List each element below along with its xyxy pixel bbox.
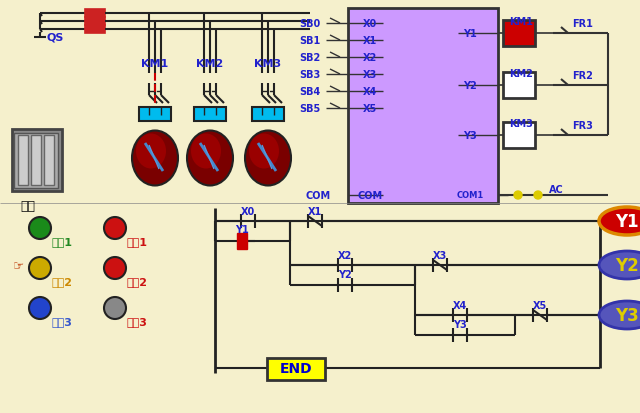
Text: SB5: SB5 bbox=[300, 104, 321, 114]
Text: FR1: FR1 bbox=[573, 19, 593, 29]
Text: X1: X1 bbox=[308, 206, 322, 216]
Text: Y2: Y2 bbox=[338, 269, 352, 279]
Bar bbox=[503, 21, 535, 47]
Text: FR2: FR2 bbox=[573, 71, 593, 81]
Text: X2: X2 bbox=[363, 53, 377, 63]
Ellipse shape bbox=[104, 257, 126, 279]
Ellipse shape bbox=[191, 134, 221, 169]
Text: SB4: SB4 bbox=[300, 87, 321, 97]
Text: X0: X0 bbox=[241, 206, 255, 216]
Ellipse shape bbox=[599, 252, 640, 279]
Bar bbox=[14, 134, 58, 189]
Ellipse shape bbox=[29, 257, 51, 279]
Bar bbox=[44, 136, 54, 185]
Bar bbox=[12, 130, 62, 192]
Text: Y2: Y2 bbox=[615, 256, 639, 274]
Bar bbox=[503, 123, 535, 149]
Bar bbox=[85, 26, 105, 34]
Text: KM2: KM2 bbox=[509, 69, 533, 79]
Bar bbox=[267, 358, 325, 380]
Bar bbox=[85, 18, 105, 26]
Bar bbox=[139, 108, 171, 122]
Text: 电源: 电源 bbox=[20, 199, 35, 212]
Text: KM1: KM1 bbox=[141, 59, 168, 69]
Bar bbox=[31, 136, 41, 185]
Text: 启动2: 启动2 bbox=[51, 276, 72, 286]
Text: Y1: Y1 bbox=[615, 212, 639, 230]
Text: X4: X4 bbox=[363, 87, 377, 97]
Text: Y2: Y2 bbox=[463, 81, 477, 91]
Text: Y3: Y3 bbox=[615, 306, 639, 324]
Ellipse shape bbox=[29, 218, 51, 240]
Ellipse shape bbox=[104, 218, 126, 240]
Text: COM: COM bbox=[305, 190, 331, 201]
Text: COM: COM bbox=[357, 190, 383, 201]
Ellipse shape bbox=[599, 301, 640, 329]
Text: SB2: SB2 bbox=[300, 53, 321, 63]
Ellipse shape bbox=[132, 131, 178, 186]
Text: 停止2: 停止2 bbox=[127, 276, 147, 286]
Bar bbox=[348, 9, 498, 204]
Text: END: END bbox=[280, 361, 312, 375]
Text: FR3: FR3 bbox=[573, 121, 593, 131]
Text: QS: QS bbox=[46, 33, 64, 43]
Circle shape bbox=[534, 192, 542, 199]
Text: X3: X3 bbox=[433, 250, 447, 260]
Text: KM3: KM3 bbox=[509, 119, 533, 129]
Ellipse shape bbox=[104, 297, 126, 319]
Text: SB0: SB0 bbox=[300, 19, 321, 29]
Text: 启动1: 启动1 bbox=[51, 236, 72, 247]
Text: KM3: KM3 bbox=[255, 59, 282, 69]
Bar bbox=[194, 108, 226, 122]
Text: X3: X3 bbox=[363, 70, 377, 80]
Text: 停止3: 停止3 bbox=[127, 316, 147, 326]
Text: Y1: Y1 bbox=[463, 29, 477, 39]
Text: 启动3: 启动3 bbox=[52, 316, 72, 326]
Text: X1: X1 bbox=[363, 36, 377, 46]
Ellipse shape bbox=[245, 131, 291, 186]
Circle shape bbox=[514, 192, 522, 199]
Ellipse shape bbox=[249, 134, 279, 169]
Text: KM1: KM1 bbox=[509, 17, 533, 27]
Text: SB1: SB1 bbox=[300, 36, 321, 46]
Ellipse shape bbox=[29, 297, 51, 319]
Text: Y3: Y3 bbox=[453, 319, 467, 329]
Text: Y3: Y3 bbox=[463, 131, 477, 141]
Text: X0: X0 bbox=[363, 19, 377, 29]
Bar bbox=[18, 136, 28, 185]
Text: X4: X4 bbox=[453, 300, 467, 310]
Text: ☞: ☞ bbox=[12, 260, 24, 273]
Text: SB3: SB3 bbox=[300, 70, 321, 80]
Ellipse shape bbox=[136, 134, 166, 169]
Ellipse shape bbox=[187, 131, 233, 186]
Bar bbox=[252, 108, 284, 122]
Text: Y1: Y1 bbox=[235, 224, 249, 235]
Bar bbox=[85, 10, 105, 18]
Text: X5: X5 bbox=[363, 104, 377, 114]
Text: COM1: COM1 bbox=[456, 191, 484, 200]
Text: 停止1: 停止1 bbox=[127, 236, 147, 247]
Ellipse shape bbox=[599, 207, 640, 235]
Text: AC: AC bbox=[548, 185, 563, 195]
Bar bbox=[237, 233, 247, 249]
Text: X2: X2 bbox=[338, 250, 352, 260]
Text: KM2: KM2 bbox=[196, 59, 223, 69]
Text: X5: X5 bbox=[533, 300, 547, 310]
Bar bbox=[503, 73, 535, 99]
